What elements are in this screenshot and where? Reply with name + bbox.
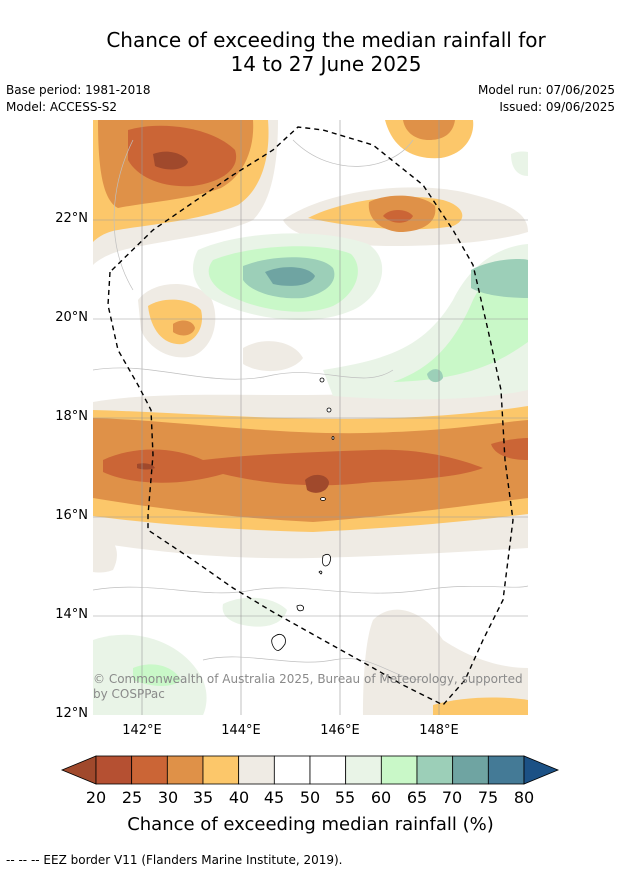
lat-label-12n: 12°N: [55, 706, 88, 721]
model-label: Model: ACCESS-S2: [6, 100, 118, 114]
contour-60-s: [222, 597, 287, 627]
contour-30-east: [491, 438, 528, 460]
contour-65-sw: [133, 664, 181, 686]
contour-60-ne-small: [511, 151, 528, 176]
colorbar-extend-low: [60, 755, 97, 785]
island-pagan: [326, 407, 332, 413]
contour-35-ne: [403, 120, 455, 140]
contour-35-w: [173, 320, 195, 336]
cb-tick: 20: [85, 788, 107, 807]
cb-tick: 40: [228, 788, 250, 807]
colorbar-swatch: [273, 755, 311, 785]
cb-tick: 50: [299, 788, 321, 807]
island-alamagan: [331, 436, 335, 440]
colorbar-swatch: [452, 755, 489, 785]
cb-tick: 45: [263, 788, 285, 807]
base-period-label: Base period: 1981-2018: [6, 83, 151, 97]
colorbar-extend-high: [523, 755, 560, 785]
copyright-notice: © Commonwealth of Australia 2025, Bureau…: [93, 672, 523, 701]
cb-tick: 55: [334, 788, 356, 807]
lat-label-16n: 16°N: [55, 508, 88, 523]
contour-30-n: [383, 210, 413, 223]
issued-label: Issued: 09/06/2025: [499, 100, 615, 114]
lon-label-148e: 148°E: [419, 723, 459, 738]
cb-tick: 75: [477, 788, 499, 807]
contour-25-spot-west: [137, 463, 155, 470]
contour-25-nw: [153, 151, 188, 170]
island-saipan: [322, 554, 331, 567]
title-line-2: 14 to 27 June 2025: [230, 52, 422, 76]
colorbar-swatch: [416, 755, 454, 785]
colorbar-swatch: [166, 755, 204, 785]
cb-tick: 80: [513, 788, 535, 807]
lat-label-14n: 14°N: [55, 607, 88, 622]
island-anatahan: [320, 497, 326, 501]
contour-30-band: [103, 449, 483, 486]
island-rota: [296, 604, 304, 612]
cb-tick: 70: [441, 788, 463, 807]
cb-tick: 65: [406, 788, 428, 807]
lon-label-144e: 144°E: [221, 723, 261, 738]
island-tinian: [318, 570, 323, 575]
colorbar-swatch: [95, 755, 133, 785]
left-meta: Base period: 1981-2018 Model: ACCESS-S2: [6, 82, 151, 116]
eez-footnote: -- -- -- EEZ border V11 (Flanders Marine…: [6, 853, 343, 867]
rainfall-map: [93, 120, 528, 715]
title-line-1: Chance of exceeding the median rainfall …: [106, 28, 546, 52]
gridlines: [93, 120, 528, 715]
contour-70-e: [471, 259, 528, 298]
cb-tick: 25: [121, 788, 143, 807]
colorbar: [60, 755, 560, 785]
contour-45-small: [243, 341, 303, 372]
islands: [271, 377, 335, 651]
colorbar-swatch: [380, 755, 418, 785]
lat-label-20n: 20°N: [55, 310, 88, 325]
colorbar-title: Chance of exceeding median rainfall (%): [127, 814, 494, 835]
colorbar-swatch: [202, 755, 240, 785]
contour-lines: [93, 139, 528, 681]
model-run-label: Model run: 07/06/2025: [477, 83, 615, 97]
lon-label-142e: 142°E: [122, 723, 162, 738]
contour-25-spot: [305, 474, 329, 493]
contour-75-n: [265, 267, 315, 286]
island-agrihan: [319, 377, 325, 383]
lat-label-22n: 22°N: [55, 211, 88, 226]
right-meta: Model run: 07/06/2025 Issued: 09/06/2025: [478, 82, 615, 116]
colorbar-swatch: [487, 755, 525, 785]
map-title: Chance of exceeding the median rainfall …: [0, 28, 621, 76]
contour-40-se: [433, 697, 528, 715]
lat-label-18n: 18°N: [55, 409, 88, 424]
cb-tick: 30: [157, 788, 179, 807]
cb-tick: 60: [370, 788, 392, 807]
map-canvas: [93, 120, 528, 715]
colorbar-swatch: [131, 755, 168, 785]
colorbar-swatch: [238, 755, 275, 785]
island-guam: [271, 634, 286, 651]
eez-border: [107, 126, 514, 706]
colorbar-swatch: [309, 755, 347, 785]
contour-45-w-south: [93, 530, 117, 573]
lon-label-146e: 146°E: [320, 723, 360, 738]
cb-tick: 35: [192, 788, 214, 807]
contour-45-se: [363, 609, 528, 715]
colorbar-swatch: [345, 755, 382, 785]
